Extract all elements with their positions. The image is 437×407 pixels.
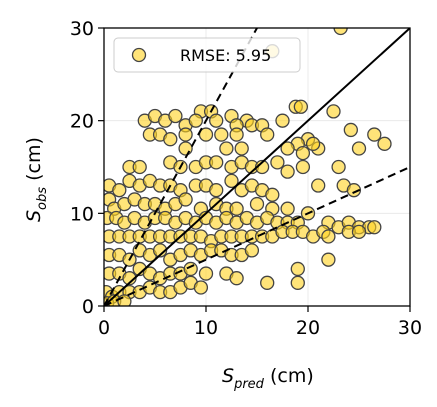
axes: 0 10 20 30 0 10 20 30 [70,18,422,339]
point [168,108,183,124]
legend-marker [131,47,147,63]
point [305,136,321,151]
x-tick-label: 10 [194,317,218,339]
point [244,243,260,258]
point [351,224,367,240]
point [234,141,249,156]
point [219,141,234,156]
point [163,132,178,147]
x-tick-label: 30 [398,317,422,339]
point [209,113,224,128]
point [321,229,336,244]
x-label-subscript: pred [233,377,265,392]
point [112,183,127,198]
points [104,28,392,306]
point [377,136,392,151]
x-label-symbol: S [222,365,234,387]
y-label-unit: (cm) [23,137,45,181]
plot-frame [103,27,411,307]
point [326,104,341,119]
point [280,164,295,179]
point [132,159,147,175]
point [198,266,214,281]
point [321,252,336,267]
point [229,127,244,142]
point [229,201,244,216]
point [311,178,326,193]
point [333,28,348,36]
point [295,159,311,175]
x-axis-label: Spred (cm) [222,365,314,392]
point [367,127,382,142]
point [260,127,275,142]
point [346,183,362,198]
point [183,261,198,277]
legend-label: RMSE: 5.95 [180,46,271,65]
y-tick-label: 30 [70,18,94,40]
point [331,159,346,175]
point [229,271,244,286]
point [178,192,193,207]
y-tick-label: 20 [70,111,94,133]
point [280,201,295,216]
y-tick-label: 10 [70,203,94,225]
point [265,187,280,202]
y-tick-label: 0 [82,296,94,318]
y-axis-label: Sobs (cm) [23,137,50,222]
point [367,220,382,235]
point [209,183,224,198]
point [351,141,367,156]
point [280,141,295,156]
reference-line [104,166,410,306]
point [214,127,229,142]
point [270,155,285,170]
point [224,173,239,189]
point [209,155,224,170]
reference-line [104,28,410,306]
point [178,127,193,142]
point [295,145,311,161]
x-tick-label: 20 [296,317,320,339]
point [188,113,203,128]
point [275,113,290,128]
point [290,275,305,290]
point [293,99,309,114]
x-tick-label: 0 [98,317,110,339]
point [260,275,275,290]
reference-line [104,28,259,306]
point [178,141,193,156]
legend: RMSE: 5.95 [113,37,301,73]
point [343,122,358,138]
y-label-symbol: S [23,210,45,222]
reference-lines [104,28,410,306]
point [193,280,209,295]
point [290,261,305,277]
y-label-subscript: obs [35,187,50,210]
legend-box [113,37,301,73]
point [198,127,214,142]
x-label-unit: (cm) [270,365,314,387]
point [249,196,265,212]
